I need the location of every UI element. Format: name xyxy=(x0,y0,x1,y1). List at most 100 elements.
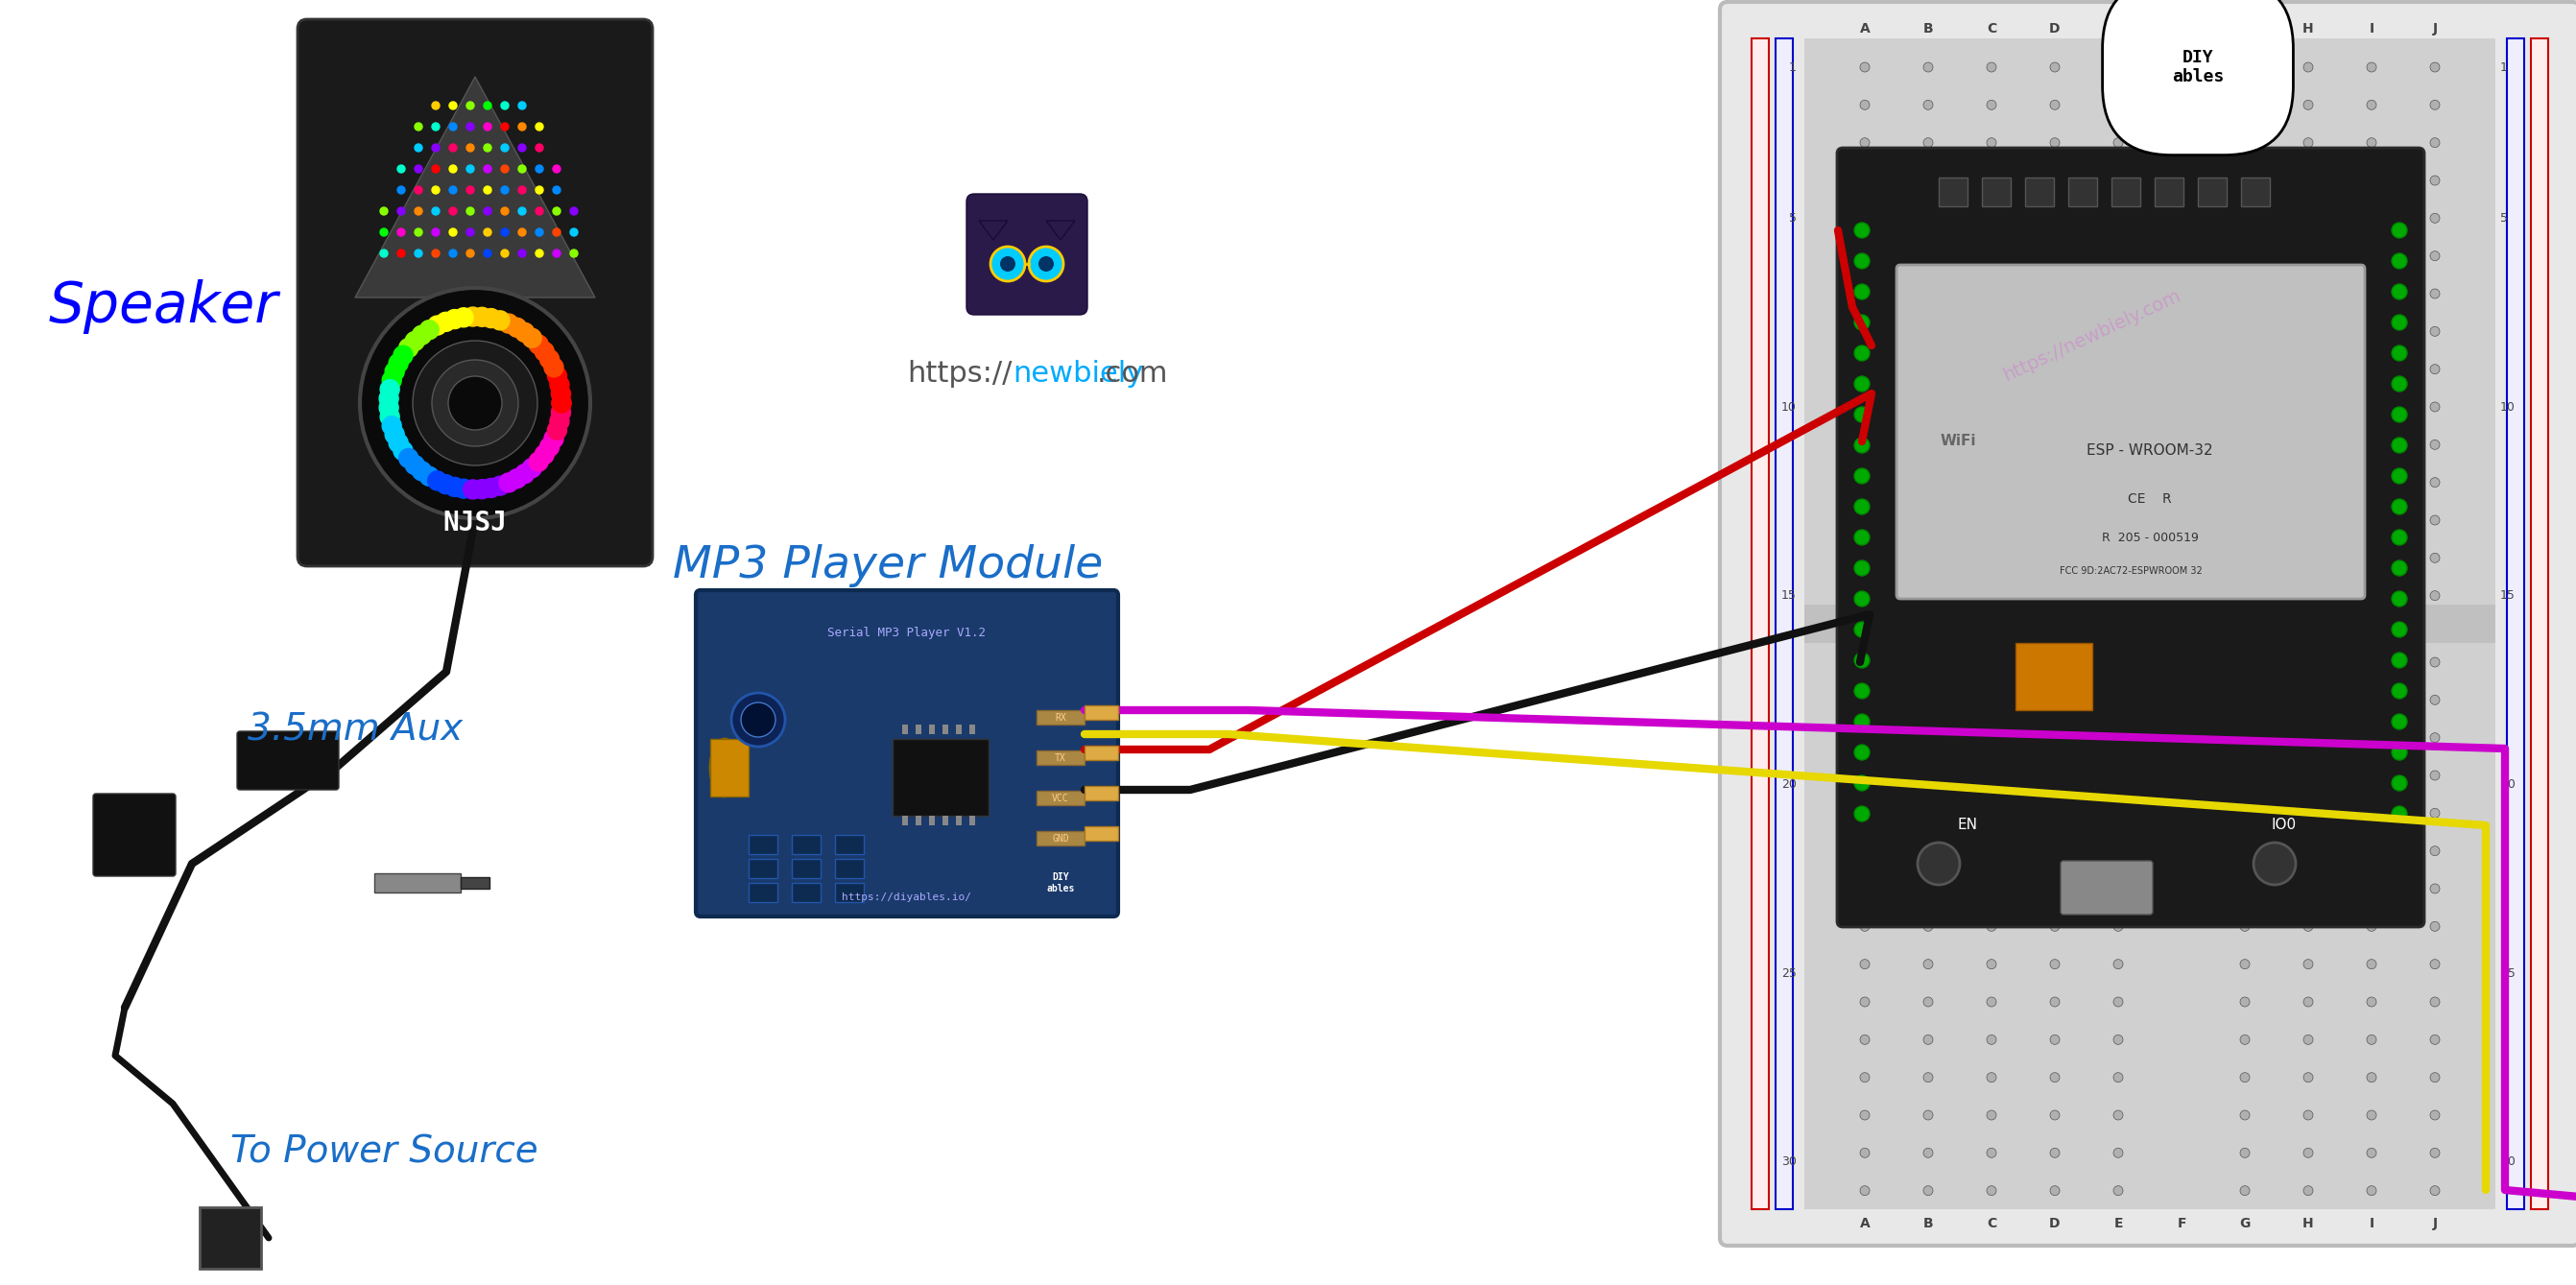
Circle shape xyxy=(448,207,456,215)
Circle shape xyxy=(1924,365,1932,374)
Circle shape xyxy=(2367,921,2378,932)
Circle shape xyxy=(394,346,412,365)
Circle shape xyxy=(1986,365,1996,374)
Circle shape xyxy=(2429,63,2439,72)
Circle shape xyxy=(433,164,440,172)
Circle shape xyxy=(1924,213,1932,224)
Circle shape xyxy=(2241,251,2249,261)
Circle shape xyxy=(1986,326,1996,337)
Circle shape xyxy=(2112,176,2123,185)
Circle shape xyxy=(381,249,389,257)
Circle shape xyxy=(415,229,422,236)
Circle shape xyxy=(404,332,425,351)
Circle shape xyxy=(2112,289,2123,298)
Circle shape xyxy=(2112,1148,2123,1158)
Circle shape xyxy=(2367,439,2378,450)
Circle shape xyxy=(2112,213,2123,224)
Circle shape xyxy=(2050,289,2061,298)
Circle shape xyxy=(518,229,526,236)
Circle shape xyxy=(381,371,402,389)
Circle shape xyxy=(489,477,510,495)
Circle shape xyxy=(2112,921,2123,932)
Circle shape xyxy=(2112,658,2123,667)
Circle shape xyxy=(2050,100,2061,109)
Circle shape xyxy=(428,472,446,491)
Circle shape xyxy=(484,229,492,236)
Circle shape xyxy=(1924,478,1932,487)
Circle shape xyxy=(484,207,492,215)
Circle shape xyxy=(420,320,438,339)
Circle shape xyxy=(412,461,430,481)
Circle shape xyxy=(2050,1034,2061,1045)
Circle shape xyxy=(1860,326,1870,337)
Text: B: B xyxy=(1924,22,1932,36)
Circle shape xyxy=(1924,289,1932,298)
Circle shape xyxy=(448,377,502,430)
Circle shape xyxy=(1855,407,1870,423)
Circle shape xyxy=(1855,438,1870,454)
Circle shape xyxy=(484,186,492,194)
Circle shape xyxy=(433,102,440,109)
Circle shape xyxy=(515,323,533,342)
Text: https://diyables.io/: https://diyables.io/ xyxy=(842,893,971,902)
Circle shape xyxy=(2112,771,2123,780)
Circle shape xyxy=(500,249,507,257)
Text: A: A xyxy=(1860,22,1870,36)
Circle shape xyxy=(2429,1073,2439,1082)
Circle shape xyxy=(2303,176,2313,185)
Text: J: J xyxy=(2432,1217,2437,1230)
Circle shape xyxy=(536,445,554,464)
Text: 30: 30 xyxy=(2501,1155,2514,1168)
Circle shape xyxy=(2391,499,2406,514)
Circle shape xyxy=(1860,1034,1870,1045)
Text: E: E xyxy=(2115,1217,2123,1230)
Circle shape xyxy=(1924,402,1932,411)
Bar xyxy=(750,835,778,855)
Bar xyxy=(2014,642,2092,711)
Circle shape xyxy=(2391,407,2406,423)
Text: GND: GND xyxy=(1051,834,1069,843)
Circle shape xyxy=(2429,289,2439,298)
Circle shape xyxy=(1986,846,1996,856)
Circle shape xyxy=(2367,1148,2378,1158)
Circle shape xyxy=(2112,63,2123,72)
Text: 3.5mm Aux: 3.5mm Aux xyxy=(247,711,464,748)
Circle shape xyxy=(2112,251,2123,261)
Circle shape xyxy=(453,479,474,499)
Circle shape xyxy=(1986,1186,1996,1195)
Circle shape xyxy=(489,311,510,330)
Circle shape xyxy=(1986,251,1996,261)
Circle shape xyxy=(2367,997,2378,1006)
Circle shape xyxy=(361,288,590,518)
Bar xyxy=(930,816,935,825)
FancyBboxPatch shape xyxy=(1896,265,2365,599)
Circle shape xyxy=(2303,251,2313,261)
Circle shape xyxy=(541,437,559,456)
Circle shape xyxy=(1855,745,1870,759)
Circle shape xyxy=(2391,284,2406,299)
Circle shape xyxy=(2367,1186,2378,1195)
Circle shape xyxy=(500,314,518,333)
Circle shape xyxy=(397,186,404,194)
Circle shape xyxy=(523,459,541,478)
Circle shape xyxy=(2050,63,2061,72)
Circle shape xyxy=(1924,658,1932,667)
Circle shape xyxy=(536,186,544,194)
FancyBboxPatch shape xyxy=(1721,1,2576,1245)
Circle shape xyxy=(1855,653,1870,668)
Circle shape xyxy=(433,144,440,152)
Text: 1: 1 xyxy=(1790,60,1795,73)
Circle shape xyxy=(2429,884,2439,893)
Circle shape xyxy=(415,207,422,215)
Polygon shape xyxy=(1046,221,1074,240)
Circle shape xyxy=(1860,251,1870,261)
Circle shape xyxy=(2050,1073,2061,1082)
Circle shape xyxy=(415,186,422,194)
Circle shape xyxy=(554,249,562,257)
Circle shape xyxy=(2391,714,2406,730)
Circle shape xyxy=(2241,63,2249,72)
Circle shape xyxy=(2241,137,2249,148)
Circle shape xyxy=(1924,921,1932,932)
Circle shape xyxy=(528,452,549,472)
Text: Speaker: Speaker xyxy=(49,280,278,334)
